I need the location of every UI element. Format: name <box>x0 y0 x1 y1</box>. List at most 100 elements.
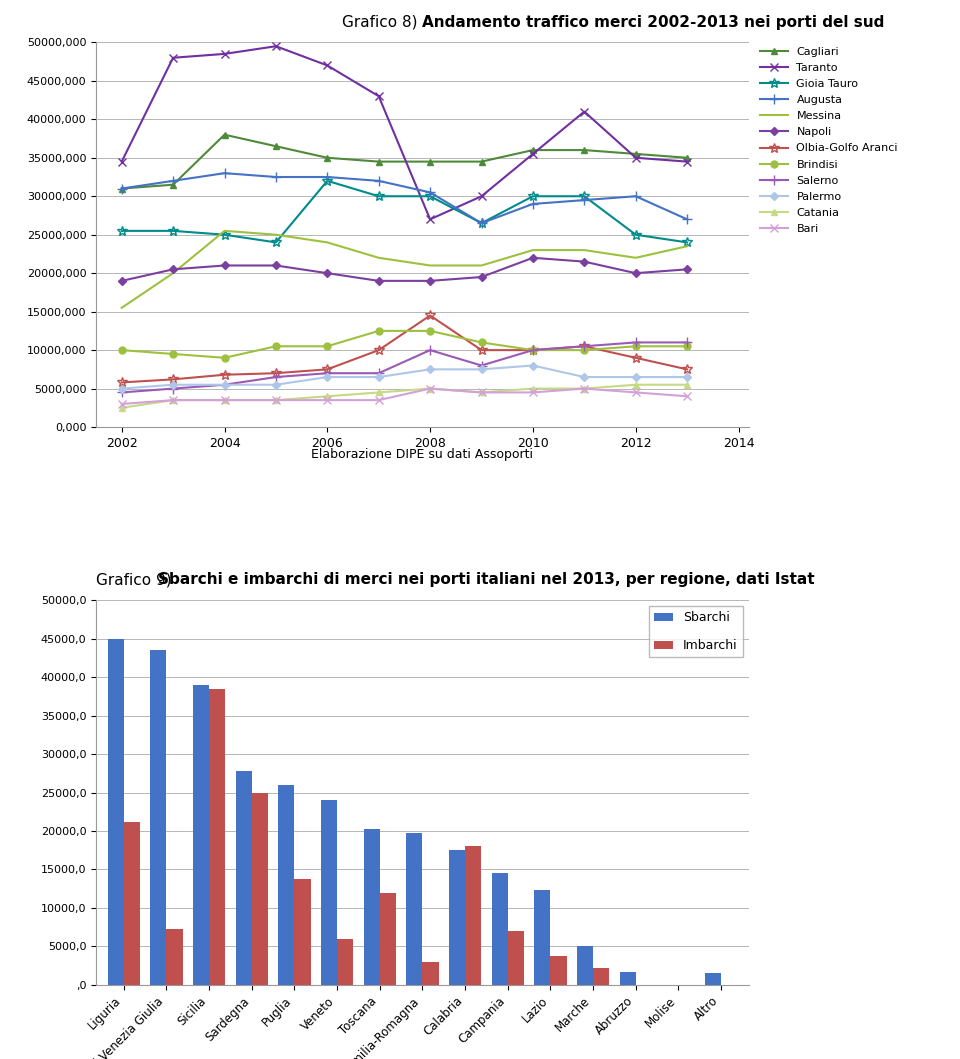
Line: Taranto: Taranto <box>117 42 691 223</box>
Brindisi <box>579 344 590 357</box>
Salerno <box>476 359 488 372</box>
Napoli <box>219 259 230 272</box>
Bar <box>295 879 311 985</box>
Gioia Tauro <box>579 190 590 202</box>
Napoli <box>372 274 384 287</box>
Brindisi <box>424 324 436 337</box>
Bar <box>705 973 721 985</box>
Text: Grafico 9): Grafico 9) <box>96 573 177 588</box>
Brindisi <box>167 347 179 360</box>
Bar <box>193 685 209 985</box>
Bari <box>116 397 128 410</box>
Cagliari <box>424 156 436 168</box>
Napoli <box>630 267 641 280</box>
Augusta <box>527 198 539 211</box>
Olbia-Golfo Aranci <box>167 373 179 385</box>
Bar <box>209 688 226 985</box>
Taranto <box>579 105 590 118</box>
Cagliari <box>476 156 488 168</box>
Bar <box>337 938 353 985</box>
Salerno <box>579 340 590 353</box>
Palermo <box>682 371 693 383</box>
Palermo <box>476 363 488 376</box>
Catania <box>682 378 693 391</box>
Brindisi <box>116 344 128 357</box>
Messina <box>476 259 488 272</box>
Palermo <box>116 382 128 395</box>
Bari <box>270 394 281 407</box>
Cagliari <box>527 144 539 157</box>
Brindisi <box>219 352 230 364</box>
Cagliari <box>322 151 333 164</box>
Bar <box>534 891 550 985</box>
Cagliari <box>630 147 641 160</box>
Catania <box>219 394 230 407</box>
Bar <box>422 962 439 985</box>
Messina <box>167 267 179 280</box>
Catania <box>270 394 281 407</box>
Taranto <box>270 40 281 53</box>
Cagliari <box>682 151 693 164</box>
Catania <box>322 390 333 402</box>
Line: Augusta: Augusta <box>117 168 692 228</box>
Bari <box>630 387 641 399</box>
Olbia-Golfo Aranci <box>476 344 488 357</box>
Line: Cagliari: Cagliari <box>118 131 690 192</box>
Augusta <box>322 170 333 183</box>
Bar <box>252 792 268 985</box>
Napoli <box>682 263 693 275</box>
Napoli <box>527 251 539 264</box>
Taranto <box>372 90 384 103</box>
Text: Sbarchi e imbarchi di merci nei porti italiani nel 2013, per regione, dati Istat: Sbarchi e imbarchi di merci nei porti it… <box>158 573 815 588</box>
Napoli <box>167 263 179 275</box>
Salerno <box>682 336 693 348</box>
Brindisi <box>372 324 384 337</box>
Brindisi <box>476 336 488 348</box>
Catania <box>372 387 384 399</box>
Catania <box>630 378 641 391</box>
Legend: Cagliari, Taranto, Gioia Tauro, Augusta, Messina, Napoli, Olbia-Golfo Aranci, Br: Cagliari, Taranto, Gioia Tauro, Augusta,… <box>756 42 902 238</box>
Taranto <box>116 156 128 168</box>
Taranto <box>167 52 179 65</box>
Brindisi <box>630 340 641 353</box>
Legend: Sbarchi, Imbarchi: Sbarchi, Imbarchi <box>649 607 742 658</box>
Bar <box>550 956 566 985</box>
Salerno <box>630 336 641 348</box>
Text: Grafico 8): Grafico 8) <box>342 15 422 30</box>
Palermo <box>630 371 641 383</box>
Messina <box>682 240 693 253</box>
Text: Andamento traffico merci 2002-2013 nei porti del sud: Andamento traffico merci 2002-2013 nei p… <box>422 15 885 30</box>
Gioia Tauro <box>527 190 539 202</box>
Palermo <box>219 378 230 391</box>
Palermo <box>579 371 590 383</box>
Cagliari <box>579 144 590 157</box>
Brindisi <box>322 340 333 353</box>
Palermo <box>372 371 384 383</box>
Catania <box>476 387 488 399</box>
Napoli <box>424 274 436 287</box>
Napoli <box>476 271 488 284</box>
Gioia Tauro <box>167 225 179 237</box>
Augusta <box>167 175 179 187</box>
Line: Brindisi: Brindisi <box>118 327 690 361</box>
Palermo <box>167 378 179 391</box>
Bari <box>476 387 488 399</box>
Taranto <box>527 147 539 160</box>
Brindisi <box>527 344 539 357</box>
Messina <box>579 244 590 256</box>
Bar <box>449 850 465 985</box>
Gioia Tauro <box>270 236 281 249</box>
Bar <box>124 822 140 985</box>
Cagliari <box>116 182 128 195</box>
Olbia-Golfo Aranci <box>270 366 281 379</box>
Bar <box>492 874 508 985</box>
Catania <box>527 382 539 395</box>
Olbia-Golfo Aranci <box>527 344 539 357</box>
Line: Catania: Catania <box>118 381 690 411</box>
Taranto <box>476 190 488 202</box>
Gioia Tauro <box>322 175 333 187</box>
Salerno <box>322 366 333 379</box>
Bar <box>577 947 593 985</box>
Augusta <box>372 175 384 187</box>
Olbia-Golfo Aranci <box>579 340 590 353</box>
